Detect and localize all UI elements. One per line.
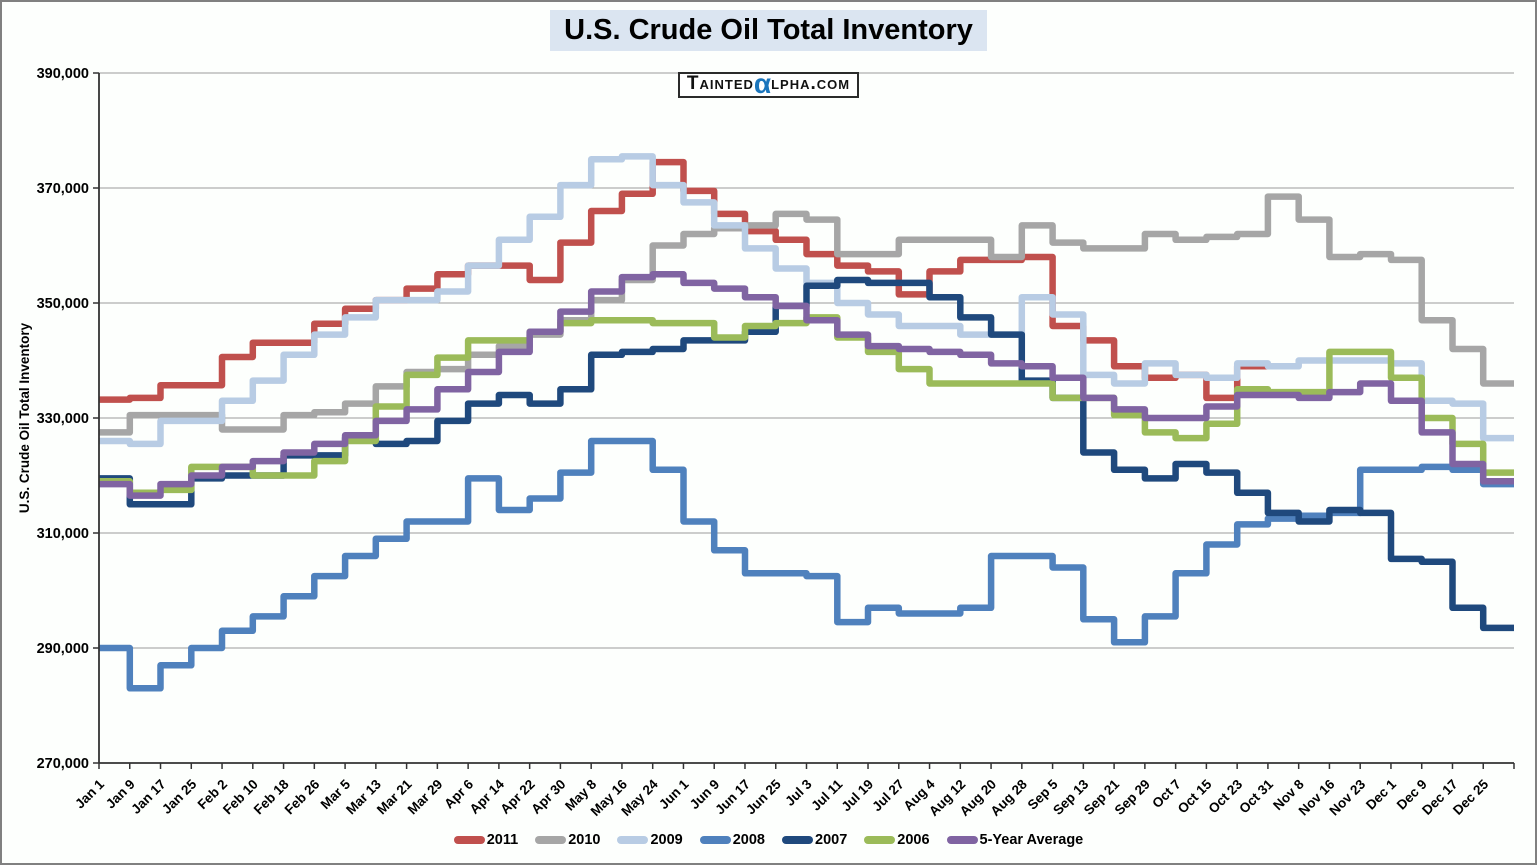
- x-axis-tick-label: Jun 1: [656, 776, 692, 812]
- y-axis-tick-label: 290,000: [37, 641, 89, 657]
- legend-label: 2009: [650, 832, 683, 848]
- legend-label: 2006: [897, 832, 930, 848]
- legend-label: 2011: [486, 832, 519, 848]
- y-axis-tick-label: 350,000: [37, 296, 89, 312]
- legend-marker: [453, 836, 485, 844]
- y-axis-tick-label: 270,000: [37, 756, 89, 772]
- y-axis-tick-label: 390,000: [37, 66, 89, 82]
- x-axis-tick-label: Jun 25: [743, 776, 784, 817]
- legend-label: 2008: [732, 832, 765, 848]
- y-axis-tick-label: 330,000: [37, 411, 89, 427]
- x-axis-tick-label: Mar 29: [405, 777, 446, 818]
- series-line-2009: [99, 153, 1514, 448]
- legend-item-5-year-average: 5-Year Average: [946, 832, 1084, 848]
- x-axis-tick-label: Dec 1: [1363, 776, 1399, 812]
- logo-text-suffix: lpha.com: [771, 73, 851, 94]
- x-axis-tick-label: Jan 25: [159, 776, 200, 817]
- y-axis-title: U.S. Crude Oil Total Inventory: [17, 322, 32, 513]
- y-axis-tick-label: 310,000: [37, 526, 89, 542]
- legend-item-2011: 2011: [453, 832, 519, 848]
- x-axis-tick-label: Jul 19: [838, 777, 876, 815]
- chart-title: U.S. Crude Oil Total Inventory: [550, 10, 987, 52]
- y-axis-tick-label: 370,000: [37, 181, 89, 197]
- x-axis-tick-label: Feb 26: [282, 776, 323, 817]
- legend-marker: [864, 836, 896, 844]
- legend-marker: [699, 836, 731, 844]
- x-axis-tick-label: Apr 30: [528, 777, 568, 817]
- legend-item-2009: 2009: [617, 832, 683, 848]
- logo-wrap: Taintedαlpha.com: [2, 70, 1535, 98]
- legend-marker: [535, 836, 567, 844]
- legend-item-2010: 2010: [535, 832, 600, 848]
- legend-item-2008: 2008: [699, 832, 765, 848]
- x-axis-tick-label: Jul 11: [808, 776, 845, 813]
- series-line-5-year-average: [99, 271, 1514, 499]
- x-axis-tick-label: Dec 25: [1450, 776, 1492, 818]
- series-line-2008: [99, 437, 1514, 692]
- logo-text-prefix: Tainted: [686, 73, 754, 94]
- legend-marker: [617, 836, 649, 844]
- x-axis-tick-label: Oct 31: [1236, 776, 1276, 816]
- legend-item-2007: 2007: [782, 832, 847, 848]
- legend-label: 5-Year Average: [979, 832, 1084, 848]
- x-axis-tick-label: Jul 27: [869, 777, 907, 815]
- legend-marker: [782, 836, 813, 844]
- legend-label: 2007: [815, 832, 848, 848]
- legend-item-2006: 2006: [864, 832, 930, 848]
- legend-marker: [946, 836, 978, 844]
- alpha-glyph: α: [753, 68, 772, 99]
- legend-label: 2010: [568, 832, 601, 848]
- x-axis-tick-label: Jan 1: [72, 776, 107, 811]
- chart-title-wrap: U.S. Crude Oil Total Inventory: [2, 10, 1535, 52]
- chart-legend: 2011 2010 2009 2008 2007 2006 5-Year Average: [2, 832, 1535, 848]
- taintedalpha-logo: Taintedαlpha.com: [677, 70, 860, 98]
